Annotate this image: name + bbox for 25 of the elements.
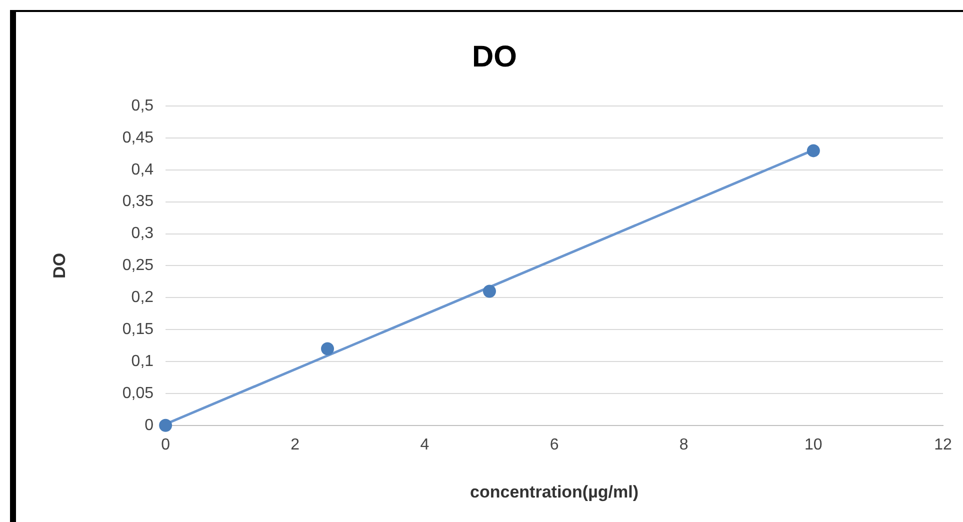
x-tick-label: 4	[420, 436, 430, 454]
x-tick-label: 6	[550, 436, 559, 454]
y-tick-label: 0	[144, 416, 154, 434]
x-tick-label: 2	[290, 436, 300, 454]
x-axis-title: concentration(µg/ml)	[470, 482, 639, 502]
y-tick-label: 0,45	[122, 129, 154, 146]
point	[806, 144, 820, 158]
chart-title: DO	[472, 40, 517, 74]
y-tick-label: 0,35	[122, 193, 154, 210]
x-tick-label: 0	[161, 436, 170, 454]
y-tick-label: 0,1	[131, 352, 154, 370]
x-tick-label: 12	[934, 436, 952, 454]
y-tick-label: 0,5	[131, 97, 154, 114]
point	[321, 342, 334, 356]
y-axis-title: DO	[50, 252, 69, 278]
x-tick-label: 10	[804, 436, 822, 454]
y-tick-label: 0,05	[122, 384, 154, 402]
y-tick-label: 0,25	[122, 257, 154, 274]
y-tick-label: 0,3	[131, 225, 154, 242]
point	[159, 418, 172, 432]
point	[482, 284, 496, 298]
y-tick-label: 0,4	[131, 161, 154, 178]
x-tick-label: 8	[679, 436, 688, 454]
y-tick-label: 0,2	[131, 289, 154, 306]
y-tick-label: 0,15	[122, 320, 154, 338]
